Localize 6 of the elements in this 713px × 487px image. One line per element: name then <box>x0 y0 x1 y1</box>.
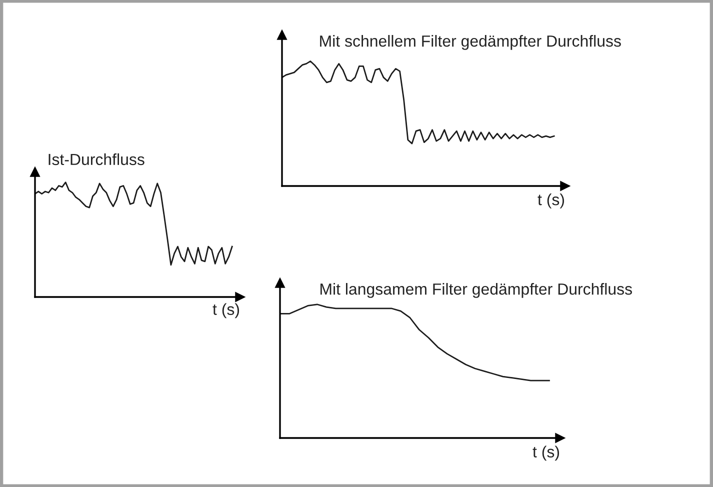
chart-title: Mit schnellem Filter gedämpfter Durchfluss <box>320 35 621 50</box>
x-axis-title: t (s) <box>212 303 240 318</box>
chart-title: Mit langsamem Filter gedämpfter Durchfluss <box>320 283 632 298</box>
x-axis-title: t (s) <box>532 446 560 461</box>
x-axis-title: t (s) <box>538 194 564 208</box>
chart-title: Ist-Durchfluss <box>48 153 144 166</box>
